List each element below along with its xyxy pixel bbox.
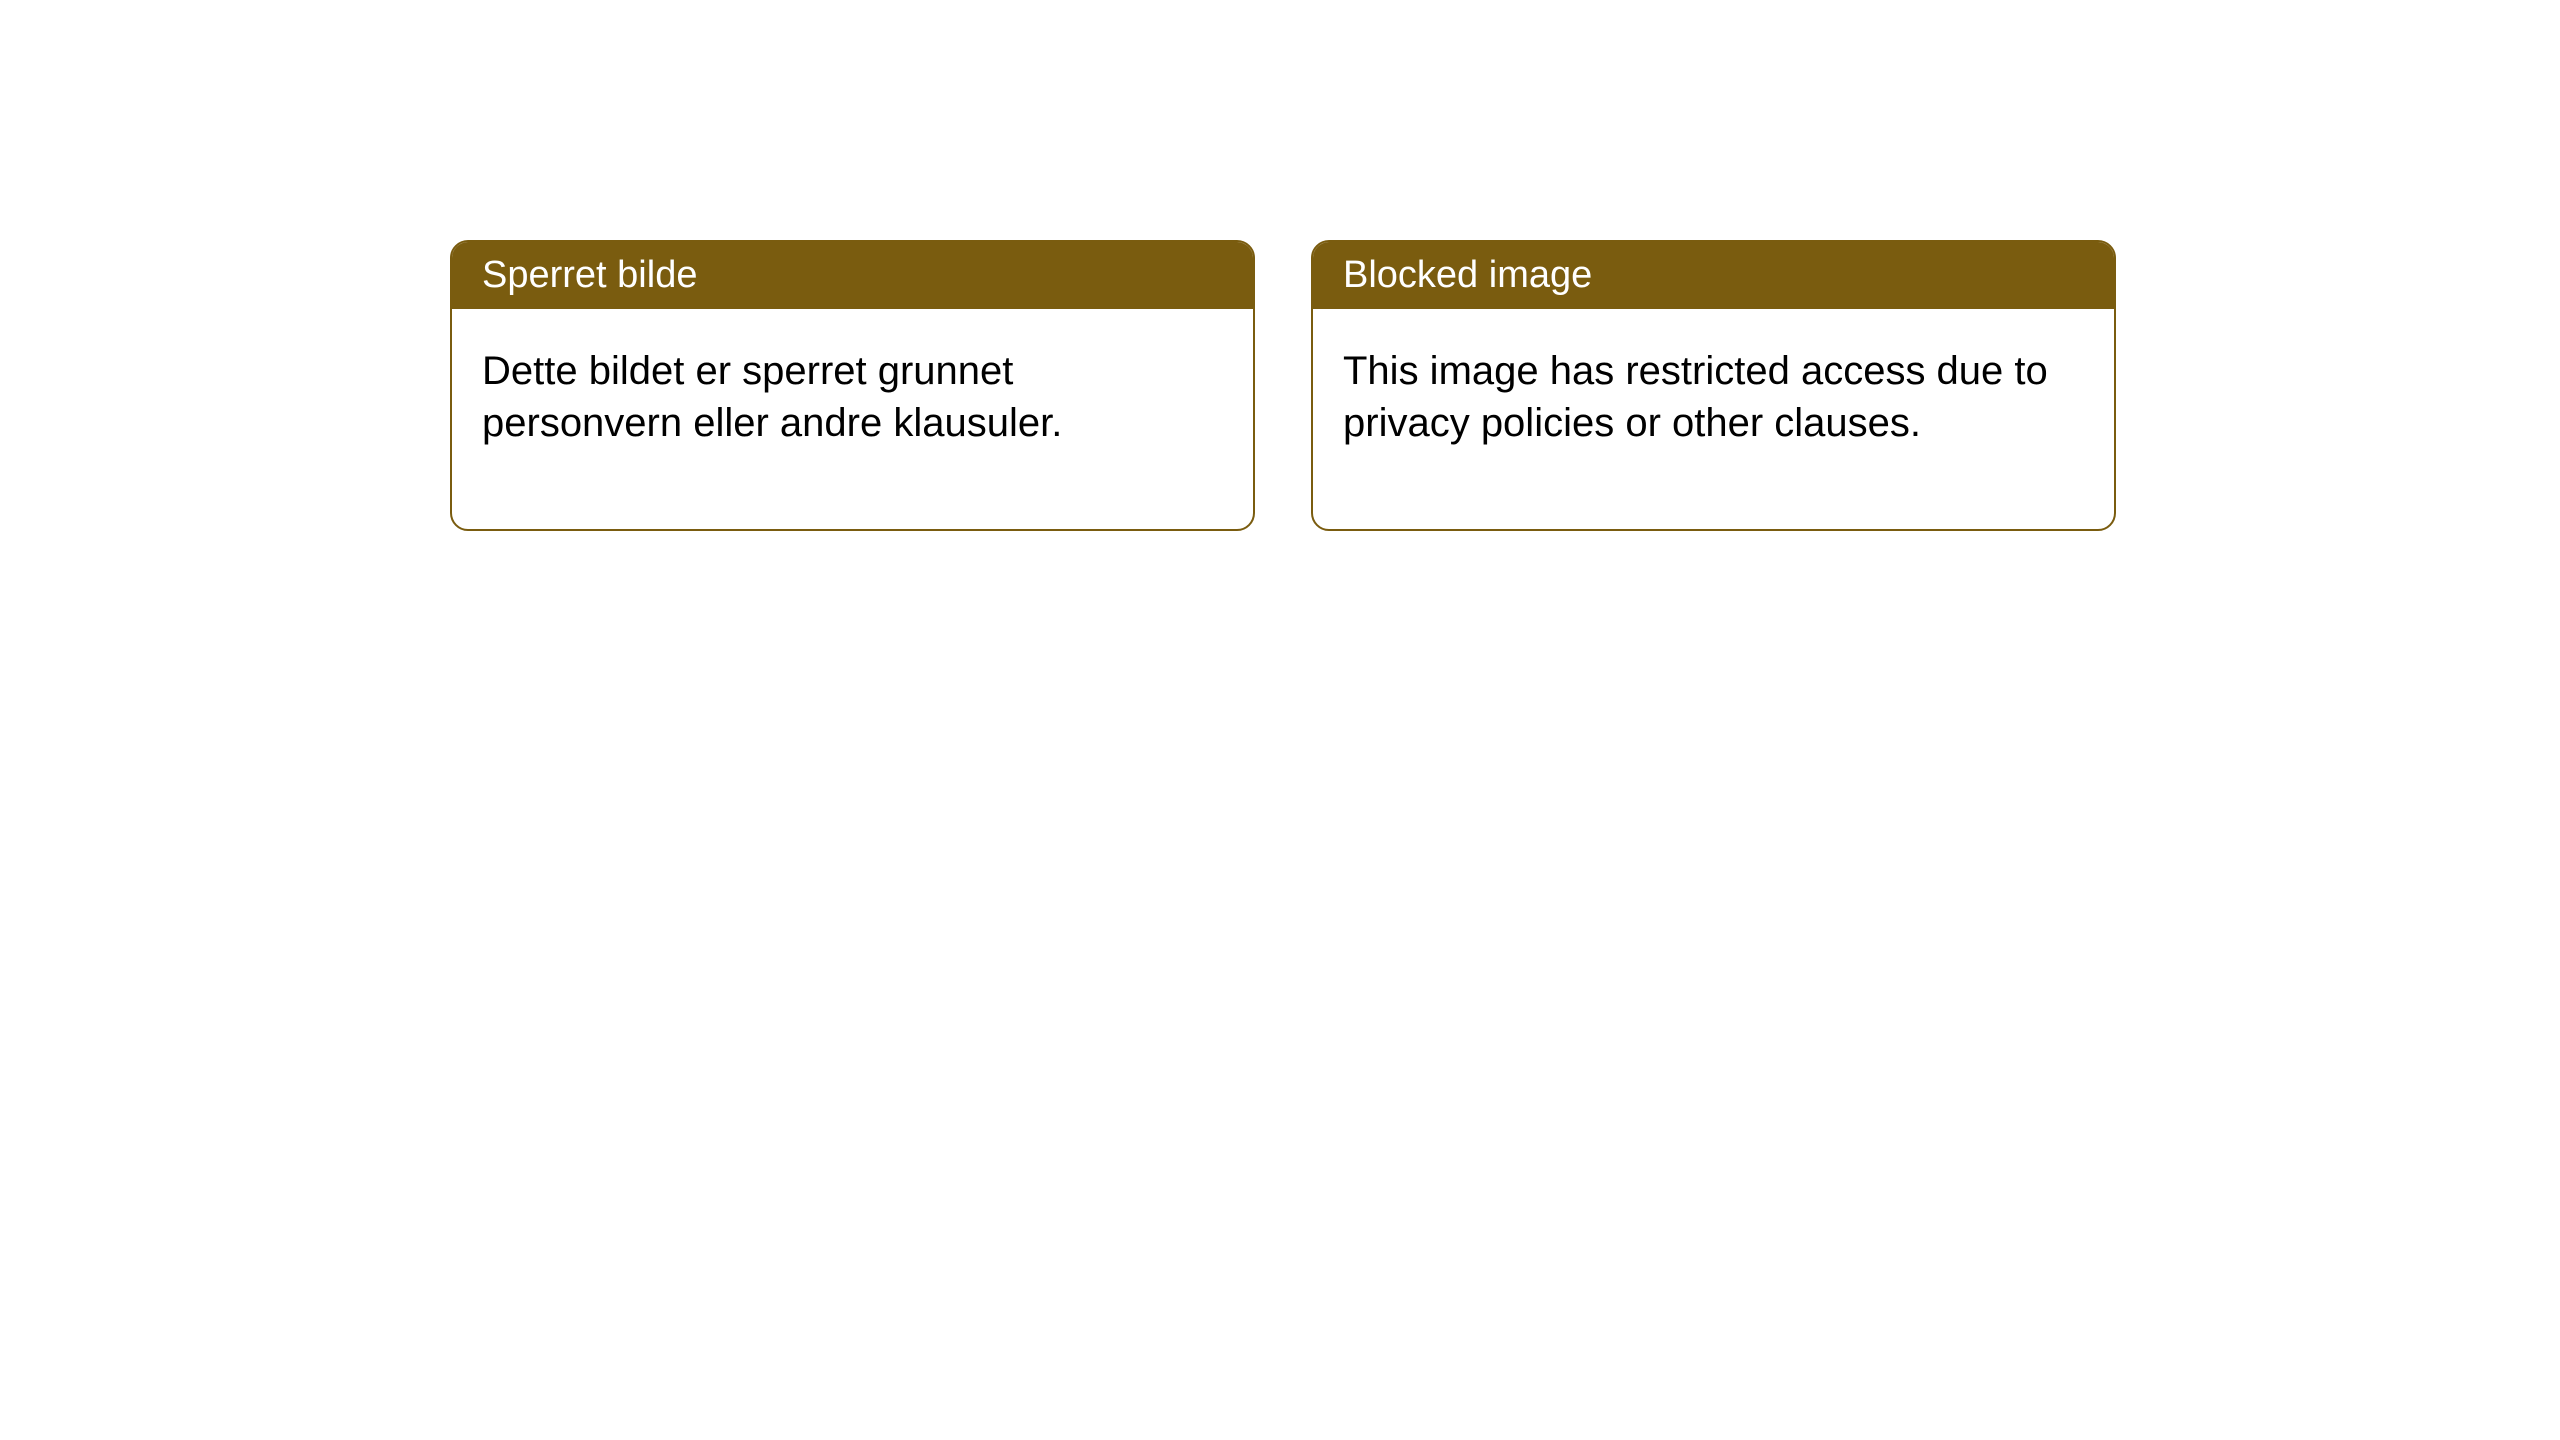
blocked-image-cards: Sperret bilde Dette bildet er sperret gr… xyxy=(450,240,2116,531)
card-title: Sperret bilde xyxy=(482,254,697,296)
card-norwegian: Sperret bilde Dette bildet er sperret gr… xyxy=(450,240,1255,531)
card-title: Blocked image xyxy=(1343,254,1592,296)
card-english: Blocked image This image has restricted … xyxy=(1311,240,2116,531)
card-header: Sperret bilde xyxy=(452,242,1253,309)
card-body: This image has restricted access due to … xyxy=(1313,309,2114,529)
card-header: Blocked image xyxy=(1313,242,2114,309)
card-body: Dette bildet er sperret grunnet personve… xyxy=(452,309,1253,529)
card-body-text: Dette bildet er sperret grunnet personve… xyxy=(482,349,1062,445)
card-body-text: This image has restricted access due to … xyxy=(1343,349,2048,445)
